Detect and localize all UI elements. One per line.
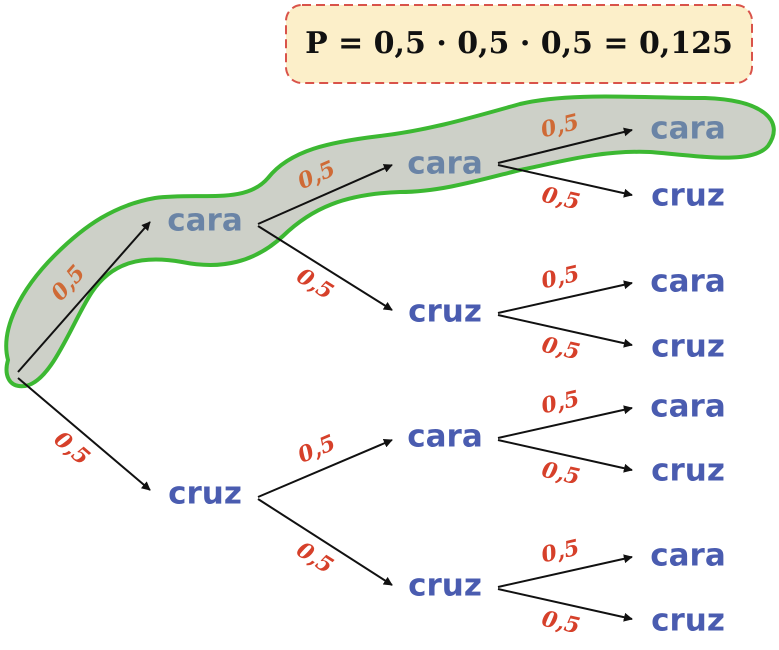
edge-probability: 0,5	[49, 426, 95, 471]
formula: P = 0,5 · 0,5 · 0,5 = 0,125	[305, 26, 733, 61]
edge-arrow	[497, 405, 633, 439]
edge-probability: 0,5	[539, 386, 582, 420]
outcome-label: cruz	[408, 294, 482, 330]
edge-probability: 0,5	[539, 332, 582, 366]
formula-box	[285, 4, 753, 84]
outcome-label: cruz	[651, 178, 725, 214]
edge-arrow	[257, 164, 393, 225]
outcome-label: cruz	[651, 603, 725, 639]
edge-arrow	[497, 164, 633, 198]
edge-probability: 0,5	[539, 261, 582, 295]
edge-probability: 0,5	[292, 263, 338, 305]
edge-arrow	[497, 554, 633, 588]
outcome-label: cara	[650, 264, 726, 300]
outcome-label: cara	[167, 203, 243, 239]
edge-probability: 0,5	[539, 535, 582, 569]
edge-probability: 0,5	[539, 457, 582, 491]
edge-arrow	[497, 439, 633, 473]
edge-arrow	[257, 498, 393, 586]
outcome-label: cruz	[651, 329, 725, 365]
edge-arrow	[497, 314, 633, 348]
outcome-label: cara	[650, 111, 726, 147]
edge-arrow	[257, 225, 393, 311]
outcome-label: cara	[407, 146, 483, 182]
outcome-label: cruz	[168, 476, 242, 512]
edge-probability: 0,5	[294, 430, 339, 469]
edge-arrow	[17, 377, 151, 491]
edge-arrow	[497, 588, 633, 622]
edge-probability: 0,5	[292, 537, 338, 580]
outcome-label: cara	[407, 419, 483, 455]
outcome-label: cruz	[408, 568, 482, 604]
outcome-label: cruz	[651, 453, 725, 489]
edge-arrow	[497, 127, 633, 164]
outcome-label: cara	[650, 538, 726, 574]
edge-arrow	[17, 221, 151, 373]
edge-probability: 0,5	[539, 606, 582, 640]
outcome-label: cara	[650, 389, 726, 425]
edge-probability: 0,5	[539, 182, 582, 216]
edge-arrow	[257, 439, 393, 498]
highlight-path	[4, 94, 776, 389]
edge-arrow	[497, 280, 633, 314]
